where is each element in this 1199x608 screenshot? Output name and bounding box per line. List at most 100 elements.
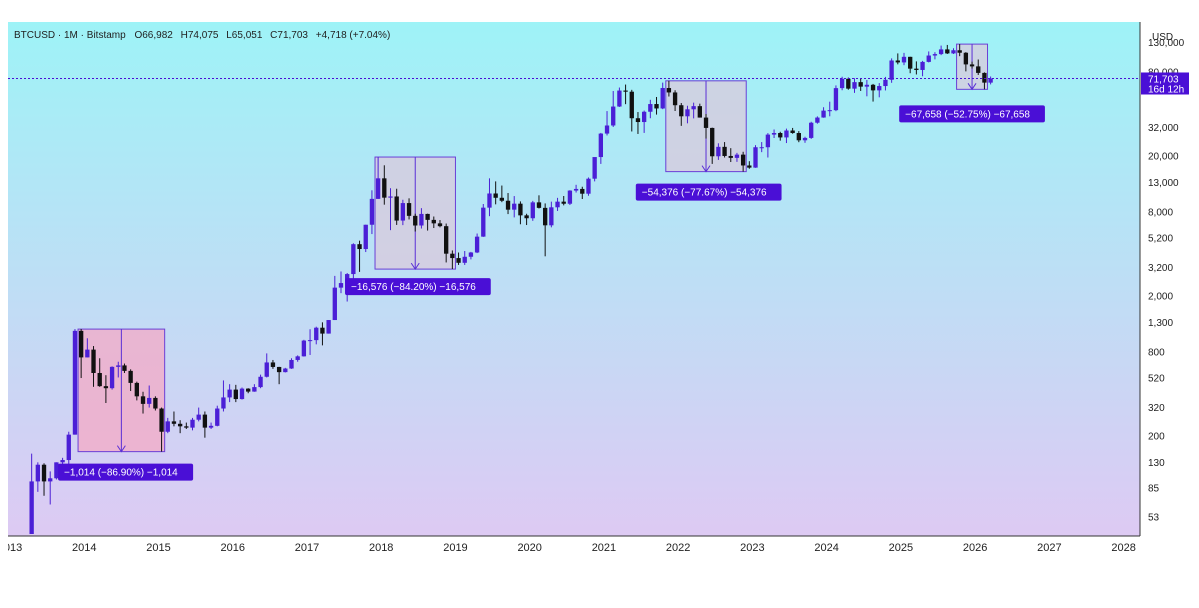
candle-body: [598, 133, 604, 158]
candle-body: [901, 56, 907, 63]
candle-body: [976, 66, 981, 73]
drawdown-tag-label: −1,014 (−86.90%) −1,014: [64, 468, 178, 479]
candle-body: [722, 146, 727, 156]
high-label: H: [181, 30, 188, 41]
candle-body: [945, 49, 950, 54]
candle-body: [122, 365, 127, 371]
price-axis-currency[interactable]: USD: [1152, 32, 1173, 43]
time-tick-label: 2013: [8, 542, 22, 554]
candle-body: [338, 283, 344, 288]
price-tick-label: 20,000: [1148, 152, 1179, 163]
price-tick-label: 520: [1148, 374, 1165, 385]
candle-body: [592, 157, 597, 179]
candle-body: [877, 86, 882, 91]
drawdown-tag[interactable]: [58, 463, 194, 481]
price-tick-label: 1,300: [1148, 318, 1173, 329]
candle-body: [60, 460, 65, 463]
drawdown-arrow-head: [116, 445, 126, 453]
candle-body: [85, 349, 90, 358]
drawdown-tag[interactable]: [345, 278, 491, 296]
candle-body: [691, 106, 696, 110]
candle-body: [512, 203, 517, 210]
candle-body: [252, 387, 257, 392]
price-tick-label: 13,000: [1148, 178, 1179, 189]
candle-body: [561, 201, 566, 204]
candle-body: [227, 389, 232, 398]
candle-body: [846, 78, 851, 89]
candle-body: [184, 426, 189, 428]
candle-body: [827, 110, 832, 112]
candle-body: [716, 146, 721, 157]
candle-body: [295, 356, 300, 360]
drawdown-tag[interactable]: [899, 105, 1045, 123]
candle-body: [487, 193, 492, 208]
candle-body: [926, 55, 931, 62]
candle-body: [969, 64, 975, 67]
candle-body: [951, 50, 956, 54]
candle-body: [351, 244, 356, 275]
candle-body: [320, 327, 325, 334]
price-chart[interactable]: −1,014 (−86.90%) −1,014 −16,576 (−84.20%)…: [0, 22, 1190, 558]
candle-body: [549, 207, 554, 226]
time-axis-panel[interactable]: [8, 536, 1190, 558]
candle-body: [128, 370, 133, 383]
candle-body: [202, 414, 208, 428]
candle-body: [134, 382, 139, 397]
time-tick-label: 2018: [369, 542, 393, 554]
candle-body: [914, 68, 919, 70]
candle-body: [289, 359, 294, 369]
chart-frame: −1,014 (−86.90%) −1,014 −16,576 (−84.20%)…: [0, 22, 1190, 558]
candle-body: [208, 425, 214, 428]
candle-body: [382, 178, 387, 198]
candle-body: [586, 178, 591, 194]
price-axis-panel[interactable]: [1140, 22, 1190, 558]
candle-body: [759, 147, 764, 149]
time-tick-label: 2022: [666, 542, 690, 554]
candle-body: [190, 419, 195, 428]
open-label: O: [134, 30, 142, 41]
candle-body: [908, 56, 913, 69]
candle-body: [734, 154, 740, 158]
change-value: +4,718 (+7.04%): [316, 30, 391, 41]
drawdown-tag-label: −67,658 (−52.75%) −67,658: [905, 109, 1030, 120]
high-value: 74,075: [188, 30, 219, 41]
candle-body: [394, 196, 399, 221]
candle-body: [505, 200, 511, 210]
candle-body: [462, 256, 467, 263]
low-value: 65,051: [232, 30, 263, 41]
candle-body: [889, 60, 894, 80]
symbol-info[interactable]: BTCUSD · 1M · Bitstamp: [14, 30, 126, 41]
candle-body: [963, 52, 969, 65]
drawdown-tag[interactable]: [635, 183, 782, 201]
candle-body: [332, 287, 337, 321]
candle-body: [493, 193, 498, 198]
candle-body: [450, 253, 455, 259]
candle-body: [437, 223, 443, 227]
candle-body: [307, 340, 313, 342]
last-price-marker: 71,703 16d 12h: [8, 72, 1189, 95]
candle-body: [747, 165, 752, 168]
price-tick-label: 130: [1148, 458, 1165, 469]
candle-body: [357, 244, 362, 250]
candle-body: [703, 117, 709, 128]
price-tick-label: 320: [1148, 403, 1165, 414]
time-tick-label: 2028: [1111, 542, 1135, 554]
candle-body: [765, 134, 771, 148]
candle-body: [660, 88, 665, 109]
candle-body: [852, 82, 857, 89]
candle-body: [41, 464, 47, 482]
candle-body: [270, 362, 276, 367]
price-tick-label: 200: [1148, 432, 1165, 443]
candle-body: [821, 110, 826, 118]
candle-body: [604, 125, 610, 134]
candle-body: [957, 50, 962, 53]
candle-body: [685, 109, 690, 117]
candle-body: [326, 320, 331, 334]
candle-body: [165, 421, 170, 432]
time-tick-label: 2024: [814, 542, 838, 554]
close-label: C: [270, 30, 277, 41]
candle-body: [246, 388, 251, 392]
candle-body: [870, 84, 876, 91]
price-tick-label: 3,200: [1148, 263, 1173, 274]
candle-body: [524, 215, 529, 219]
